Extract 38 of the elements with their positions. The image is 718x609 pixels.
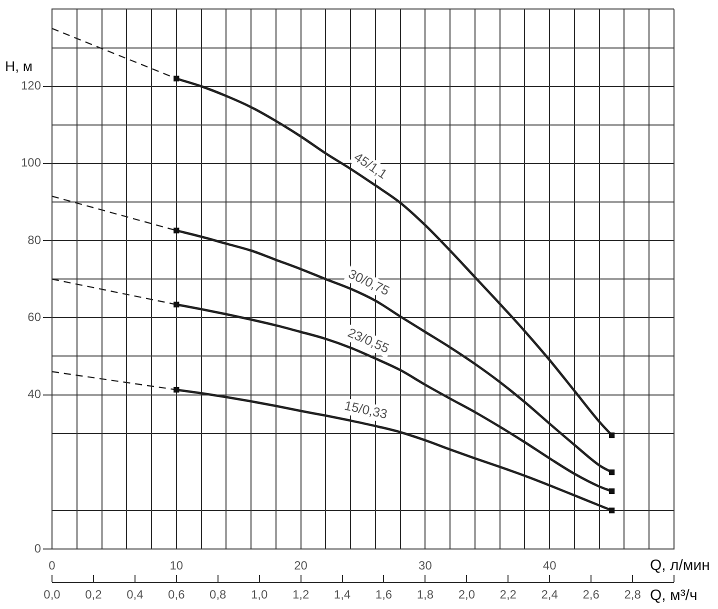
y-axis-title: H, м xyxy=(5,58,33,74)
x2-axis-title: Q, м³/ч xyxy=(650,587,698,604)
x2-tick-label: 2,0 xyxy=(458,588,476,602)
x2-tick-label: 1,6 xyxy=(375,588,392,602)
x2-tick-label: 0,2 xyxy=(85,588,102,602)
x2-tick-label: 2,2 xyxy=(500,588,517,602)
x2-tick-label: 1,4 xyxy=(334,588,351,602)
point xyxy=(608,432,615,438)
point xyxy=(608,488,615,494)
point xyxy=(174,386,180,393)
point xyxy=(174,302,180,308)
x2-tick-label: 1,0 xyxy=(250,588,268,602)
x2-tick-label: 0,4 xyxy=(126,588,144,602)
x-tick-label: 40 xyxy=(542,558,557,573)
x2-tick-label: 2,4 xyxy=(541,588,558,602)
x2-tick-label: 2,8 xyxy=(624,588,642,602)
x-tick-label: 10 xyxy=(170,558,184,573)
point xyxy=(174,228,180,234)
x2-tick-label: 1,2 xyxy=(292,588,310,602)
x2-tick-label: 0,8 xyxy=(210,588,227,602)
point xyxy=(608,508,615,514)
x-tick-label: 0 xyxy=(48,558,56,573)
x-axis-title: Q, л/мин xyxy=(650,557,710,574)
y-tick-label: 120 xyxy=(20,78,42,93)
x-tick-label: 20 xyxy=(294,558,308,573)
y-tick-label: 60 xyxy=(28,310,42,324)
y-tick-label: 0 xyxy=(34,541,42,556)
x2-tick-label: 2,6 xyxy=(582,588,600,602)
x2-tick-label: 1,8 xyxy=(416,588,434,602)
point xyxy=(608,469,615,476)
y-tick-label: 100 xyxy=(20,156,42,170)
y-tick-label: 80 xyxy=(28,232,42,247)
x2-tick-label: 0,0 xyxy=(44,588,61,602)
x2-tick-label: 0,6 xyxy=(168,588,186,602)
text: 15/0,33 xyxy=(343,398,389,422)
y-tick-label: 40 xyxy=(28,387,42,402)
point xyxy=(174,76,180,82)
x-tick-label: 30 xyxy=(418,558,432,573)
